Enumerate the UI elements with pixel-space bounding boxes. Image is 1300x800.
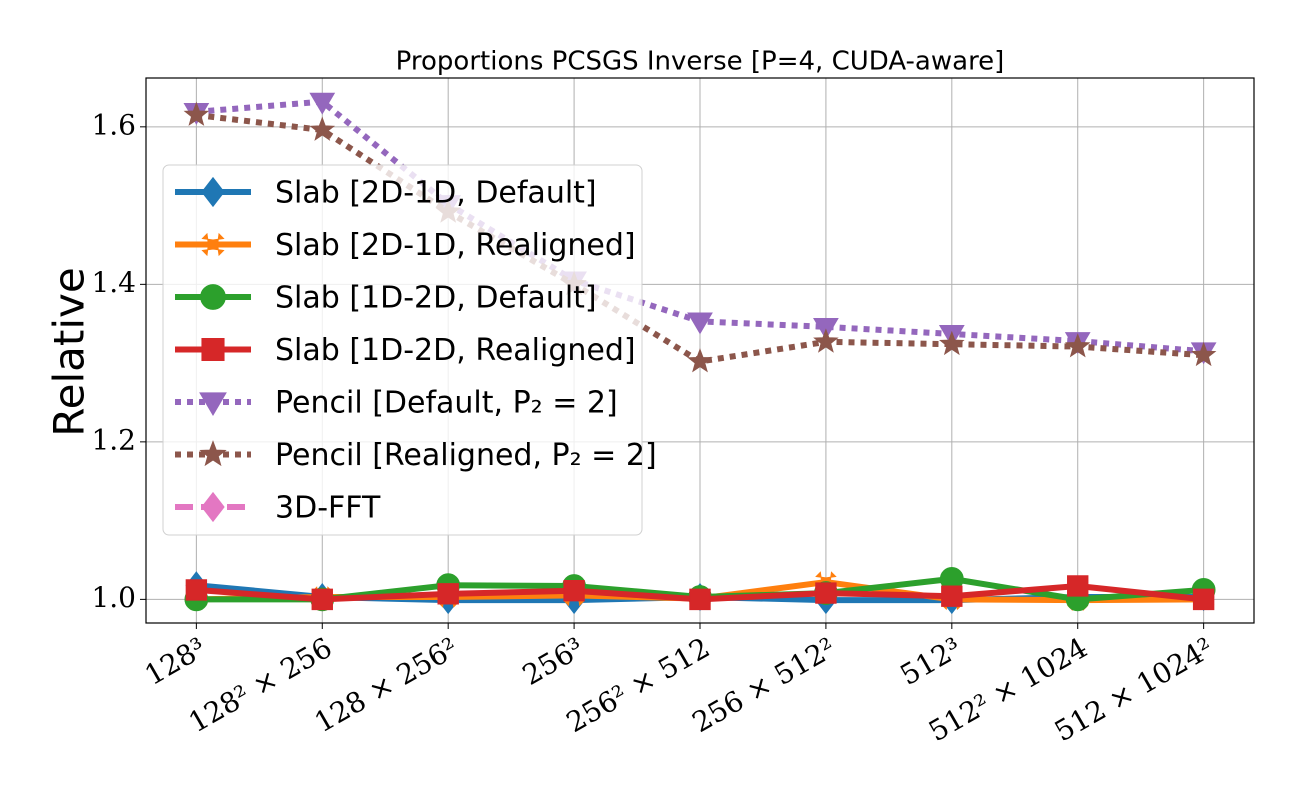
legend-marker (201, 232, 225, 257)
y-tick-label: 1.0 (91, 581, 136, 614)
legend-label: Pencil [Realigned, P₂ = 2] (275, 438, 657, 473)
point (309, 116, 336, 141)
point (939, 330, 965, 356)
legend-marker (199, 392, 227, 416)
point (183, 101, 210, 126)
point (815, 582, 837, 604)
point (1067, 575, 1089, 597)
point (311, 588, 333, 611)
legend-label: Slab [2D-1D, Default] (275, 176, 597, 211)
point (1192, 588, 1215, 611)
point (941, 585, 963, 607)
legend-marker (200, 284, 226, 310)
plot-frame (145, 77, 1255, 624)
legend-label: Slab [2D-1D, Realigned] (275, 228, 636, 263)
y-tick-label: 1.4 (91, 266, 136, 299)
point (687, 348, 713, 373)
legend-label: Pencil [Default, P₂ = 2] (275, 386, 618, 421)
chart-title: Proportions PCSGS Inverse [P=4, CUDA-awa… (396, 47, 1005, 77)
legend-marker (201, 176, 225, 208)
point (1064, 333, 1091, 358)
y-tick-label: 1.6 (91, 108, 136, 141)
point (1190, 341, 1217, 367)
legend-label: Slab [1D-2D, Realigned] (275, 333, 636, 368)
point (309, 92, 336, 115)
point (687, 312, 713, 335)
legend-marker (201, 337, 225, 362)
point (185, 579, 208, 601)
legend-marker (201, 491, 225, 523)
legend-marker (199, 440, 227, 467)
point (437, 583, 459, 605)
legend: Slab [2D-1D, Default] Slab [2D-1D, Realig… (162, 164, 657, 536)
legend-label: Slab [1D-2D, Default] (275, 281, 597, 316)
point (813, 328, 839, 353)
legend-label: 3D-FFT (275, 491, 381, 526)
point (689, 588, 711, 611)
y-axis-label: Relative (45, 267, 94, 436)
point (563, 580, 585, 602)
y-tick-label: 1.2 (91, 423, 136, 456)
legend-box (162, 164, 643, 536)
